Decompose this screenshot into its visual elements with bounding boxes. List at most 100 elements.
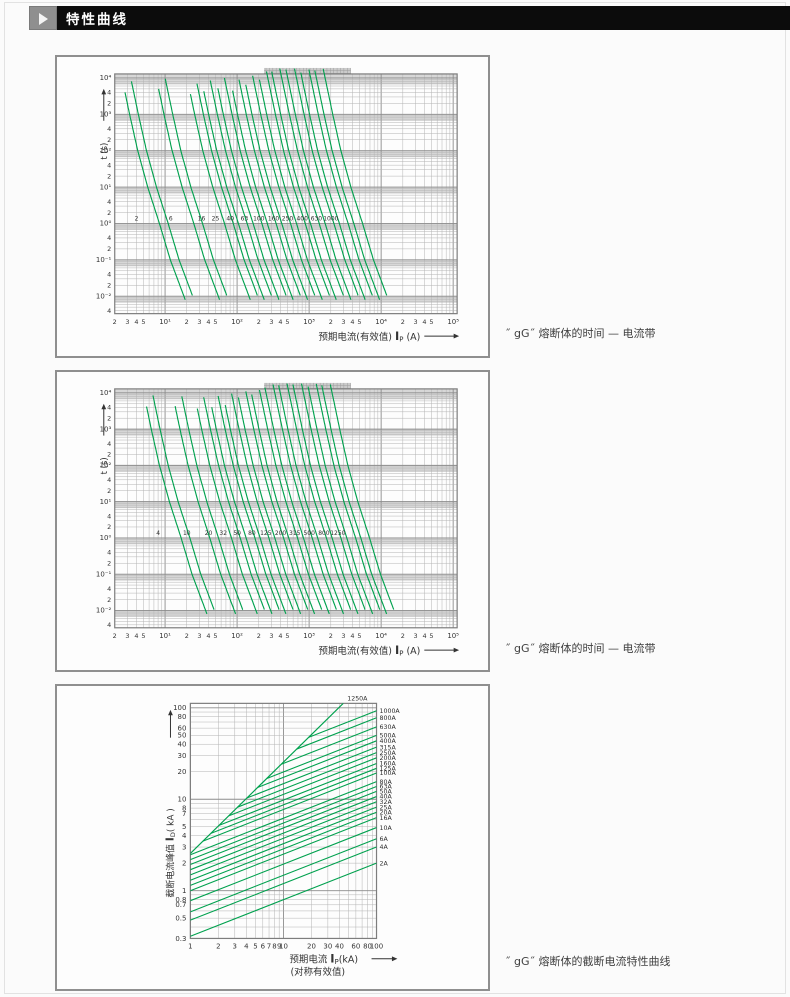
svg-text:3: 3 <box>341 632 345 640</box>
svg-text:100: 100 <box>370 942 383 950</box>
svg-text:2: 2 <box>329 318 333 326</box>
svg-text:25A: 25A <box>380 804 393 811</box>
svg-text:4: 4 <box>107 198 111 206</box>
svg-text:4: 4 <box>206 318 210 326</box>
svg-text:2: 2 <box>107 487 111 495</box>
svg-text:50: 50 <box>233 530 241 537</box>
svg-text:7: 7 <box>267 942 271 950</box>
svg-text:10³: 10³ <box>303 632 315 640</box>
svg-text:2: 2 <box>185 318 189 326</box>
svg-text:4: 4 <box>182 832 187 840</box>
svg-text:4: 4 <box>107 621 111 629</box>
svg-text:1: 1 <box>182 887 186 895</box>
chart-panel-cutoff-current: 2A 4A 6A 10A 16A 20A 25A 32A 40A 50A 63A 80A 100A 125… <box>55 684 490 991</box>
svg-text:6: 6 <box>169 216 173 223</box>
svg-text:10¹: 10¹ <box>159 632 171 640</box>
svg-text:t (s): t (s) <box>99 143 109 160</box>
svg-text:400A: 400A <box>380 738 397 745</box>
svg-text:5: 5 <box>357 318 361 326</box>
svg-text:4: 4 <box>107 234 111 242</box>
svg-text:4: 4 <box>422 632 426 640</box>
svg-text:60: 60 <box>351 942 360 950</box>
svg-text:10: 10 <box>178 796 187 804</box>
svg-text:10³: 10³ <box>100 111 112 119</box>
svg-text:10⁴: 10⁴ <box>100 389 112 397</box>
svg-text:200: 200 <box>275 530 287 537</box>
svg-text:5: 5 <box>182 823 186 831</box>
svg-text:0.8: 0.8 <box>175 896 186 904</box>
cutoff-current-chart: 2A4A6A10A16A20A25A32A40A50A63A80A100A125… <box>163 695 401 978</box>
svg-text:80: 80 <box>248 530 256 537</box>
svg-text:25: 25 <box>212 216 220 223</box>
svg-text:5: 5 <box>213 318 217 326</box>
svg-text:4: 4 <box>107 512 111 520</box>
play-triangle-icon <box>39 13 48 25</box>
svg-text:4: 4 <box>278 318 282 326</box>
svg-text:8: 8 <box>272 942 276 950</box>
chart-caption-1: ˝ gG˝ 熔断体的时间 — 电流带 <box>505 327 656 340</box>
svg-text:100: 100 <box>253 216 265 223</box>
svg-text:1: 1 <box>188 942 192 950</box>
svg-text:10³: 10³ <box>303 318 315 326</box>
svg-text:2: 2 <box>182 860 186 868</box>
svg-text:2: 2 <box>257 632 261 640</box>
svg-text:160A: 160A <box>380 761 397 768</box>
svg-text:5: 5 <box>429 318 433 326</box>
svg-text:4: 4 <box>350 318 354 326</box>
svg-text:3: 3 <box>269 632 273 640</box>
section-title-bar: 特性曲线 <box>57 6 790 30</box>
svg-text:4: 4 <box>350 632 354 640</box>
svg-text:4: 4 <box>107 549 111 557</box>
svg-text:3: 3 <box>269 318 273 326</box>
svg-text:10¹: 10¹ <box>159 318 171 326</box>
svg-text:20: 20 <box>205 530 213 537</box>
svg-text:5: 5 <box>141 632 145 640</box>
svg-text:1000A: 1000A <box>380 708 401 715</box>
svg-text:63A: 63A <box>380 784 393 791</box>
svg-text:500: 500 <box>303 530 315 537</box>
svg-text:4: 4 <box>107 404 111 412</box>
svg-text:4: 4 <box>206 632 210 640</box>
svg-text:630: 630 <box>311 216 323 223</box>
svg-text:2: 2 <box>107 282 111 290</box>
svg-text:250A: 250A <box>380 750 397 757</box>
svg-text:80: 80 <box>178 713 187 721</box>
svg-text:5: 5 <box>285 318 289 326</box>
svg-text:16A: 16A <box>380 815 393 822</box>
svg-text:10²: 10² <box>100 462 112 470</box>
svg-text:32: 32 <box>219 530 227 537</box>
svg-text:2: 2 <box>107 596 111 604</box>
svg-text:10⁵: 10⁵ <box>447 632 459 640</box>
svg-text:1000: 1000 <box>323 216 338 223</box>
chart-caption-2: ˝ gG˝ 熔断体的时间 — 电流带 <box>505 642 656 655</box>
svg-text:5: 5 <box>357 632 361 640</box>
svg-text:500A: 500A <box>380 733 397 740</box>
svg-text:30: 30 <box>178 752 187 760</box>
svg-text:2: 2 <box>113 632 117 640</box>
svg-text:125A: 125A <box>380 766 397 773</box>
svg-text:160: 160 <box>268 216 280 223</box>
svg-text:10⁴: 10⁴ <box>100 74 112 82</box>
svg-text:4: 4 <box>107 440 111 448</box>
svg-text:20: 20 <box>178 768 187 776</box>
svg-text:2: 2 <box>107 414 111 422</box>
svg-text:40: 40 <box>335 942 344 950</box>
svg-text:4: 4 <box>134 632 138 640</box>
svg-text:3: 3 <box>341 318 345 326</box>
svg-text:10⁴: 10⁴ <box>375 318 387 326</box>
svg-text:60: 60 <box>178 725 187 733</box>
svg-text:2: 2 <box>107 451 111 459</box>
svg-text:2: 2 <box>185 632 189 640</box>
svg-text:400: 400 <box>297 216 309 223</box>
svg-text:2: 2 <box>107 136 111 144</box>
svg-text:1250A: 1250A <box>347 695 368 702</box>
section-header: 特性曲线 <box>0 6 790 30</box>
svg-text:4: 4 <box>156 530 160 537</box>
svg-text:9: 9 <box>277 942 281 950</box>
svg-text:200A: 200A <box>380 755 397 762</box>
svg-text:4A: 4A <box>380 844 389 851</box>
svg-text:4: 4 <box>422 318 426 326</box>
